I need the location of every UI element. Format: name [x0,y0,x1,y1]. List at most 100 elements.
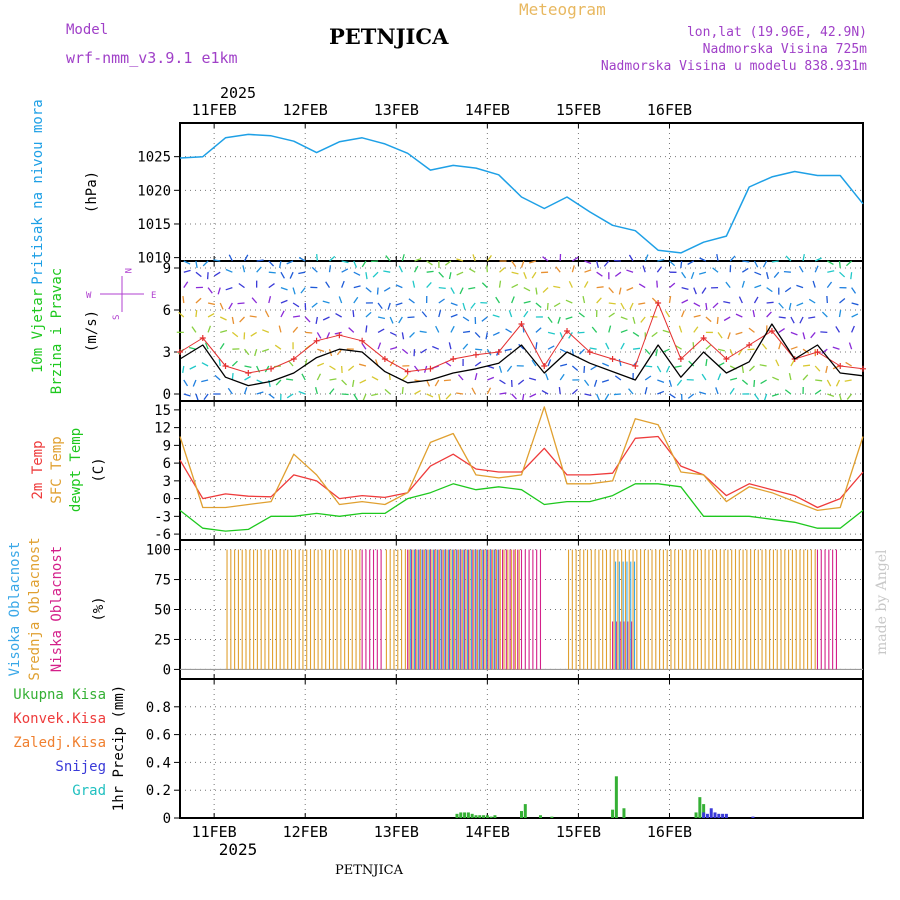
wind-vector [207,313,215,318]
wind-vector [311,266,318,273]
gust-marker [860,365,866,372]
wind-vector [322,316,330,321]
sfc-temp-line [179,406,864,512]
wind-vector [398,265,403,273]
wind-vector [571,388,578,395]
model-name: wrf-nmm_v3.9.1 e1km [66,49,238,67]
wind-vector [298,271,306,275]
wind-vector [384,388,391,395]
wind-vector [753,379,756,388]
wind-vector [254,349,258,357]
wind-vector [486,254,492,262]
y-tick-label: 6 [163,456,171,472]
wind-vector [766,301,774,304]
wind-vector [741,365,745,374]
wind-vector [520,260,525,268]
wind-vector [584,269,592,273]
wind-vector [692,342,695,350]
wind-vector [317,348,325,353]
wind-vector [372,271,379,278]
gust-marker [837,363,844,369]
wind-vector [338,296,343,304]
wind-vector [681,286,689,290]
wind-vector [353,393,358,401]
compass-south: S [112,315,122,320]
wind-vector [183,269,191,273]
wind-vector [250,331,257,337]
wind-vector [738,296,743,304]
wind-vector [546,302,549,311]
wind-vector [407,316,415,319]
wind-vector [498,365,503,373]
wind-vector [508,310,513,318]
wind-vector [665,365,671,373]
wind-vector [202,260,209,267]
wind-vector [261,348,270,353]
side-titles: Pritisak na nivou mora (hPa) 10m Vjetar Brz… [7,99,127,811]
wind-vector [687,393,695,399]
precip-bar [702,804,706,818]
wind-vector [826,281,833,288]
wind-vector [377,328,385,333]
wind-vector [438,393,441,402]
wind-vector [361,343,367,350]
wind-vector [644,254,649,262]
gust-marker [655,300,662,306]
wind-vector [227,387,233,395]
wind-vector [217,287,221,295]
y-tick-label: 0.4 [146,755,171,771]
wind-vector [207,302,216,306]
wind-vector [759,364,767,367]
compass-rose: W E N S [86,268,156,320]
precip-bar [751,816,755,818]
wind-vector [468,286,476,290]
wind-vector [582,296,586,304]
wind-vector [668,379,673,387]
precip-bar [482,815,486,818]
wind-vector [191,326,197,333]
wind-vector [620,316,628,321]
wind-vector [784,389,792,395]
compass-west: W [86,291,92,301]
wind-vector [557,316,561,324]
wind-vector [486,265,488,273]
wind-vector [825,365,828,373]
precip-legend-item: Ukupna Kisa [13,687,106,703]
wind-vector [690,271,695,280]
wind-vector [444,260,452,266]
y-tick-label: 0.2 [146,783,171,799]
wind-vector [799,316,804,324]
wind-vector [358,363,367,367]
wind-vector [256,379,264,384]
wind-vector [182,295,185,304]
wind-vector [347,365,355,371]
wind-vector [498,280,502,288]
precip-bar [470,813,474,818]
wind-vector [808,298,816,304]
bottom-day-label: 15FEB [556,823,601,841]
wind-vector [316,332,322,339]
wind-vector [383,270,391,273]
wind-vector [531,359,537,367]
wind-vector [286,378,294,381]
wind-vector [651,331,658,338]
wind-vector [511,260,517,268]
precip-bar [478,815,482,818]
t2m-line [179,435,864,509]
model-elevation-label: Nadmorska Visina u modelu 838.931m [601,59,867,74]
wind-vector [275,379,282,386]
wind-vector [398,316,403,324]
wind-vector [835,379,841,387]
wind-vector [596,260,600,268]
wind-vector [359,379,367,384]
wind-vector [729,255,736,262]
wind-vector [336,348,343,356]
cloud-axis-title-high: Visoka Oblacnost [7,542,23,677]
wind-vector [775,359,780,367]
cloud-panel: 0 25 50 75 100 [146,539,864,680]
precip-bar [721,813,725,818]
wind-vector [231,316,235,325]
wind-vector [292,315,301,318]
wind-vector [231,360,238,367]
wind-vector [438,271,444,278]
